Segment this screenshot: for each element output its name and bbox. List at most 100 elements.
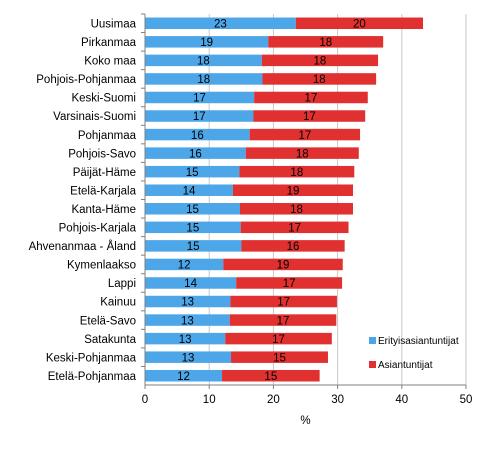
bar-erityisasiantuntijat (145, 17, 296, 30)
data-label: 17 (305, 93, 318, 105)
data-label: 20 (353, 18, 366, 30)
legend-swatch (369, 337, 376, 344)
data-label: 15 (264, 371, 277, 383)
data-label: 18 (290, 204, 303, 216)
bar-asiantuntijat (240, 221, 349, 234)
data-label: 17 (193, 93, 206, 105)
data-label: 17 (298, 130, 311, 142)
bar-asiantuntijat (231, 351, 328, 363)
category-label: Satakunta (84, 334, 136, 346)
bar-asiantuntijat (245, 147, 359, 159)
bar-asiantuntijat (229, 314, 337, 326)
x-tick-label: 50 (460, 394, 473, 406)
category-label: Uusimaa (91, 18, 137, 30)
bar-asiantuntijat (249, 128, 361, 141)
bar-asiantuntijat (225, 332, 332, 345)
category-label: Etelä-Savo (80, 315, 136, 327)
bar-erityisasiantuntijat (145, 128, 250, 141)
data-label: 18 (319, 37, 332, 49)
bar-erityisasiantuntijat (145, 147, 246, 159)
data-label: 18 (296, 148, 309, 160)
category-label: Pirkanmaa (81, 37, 137, 49)
data-label: 17 (272, 334, 285, 346)
bar-asiantuntijat (254, 91, 368, 104)
category-label: Ahvenanmaa - Åland (29, 240, 136, 253)
data-label: 19 (277, 260, 290, 272)
data-label: 16 (287, 241, 300, 253)
category-label: Etelä-Pohjanmaa (48, 371, 137, 383)
bar-asiantuntijat (230, 295, 337, 308)
category-label: Kanta-Häme (71, 204, 136, 216)
category-label: Koko maa (84, 56, 136, 68)
category-label: Etelä-Karjala (70, 185, 136, 197)
data-label: 18 (314, 56, 327, 68)
legend-swatch (369, 361, 376, 368)
category-label: Päijät-Häme (73, 167, 136, 179)
category-label: Pohjois-Karjala (59, 223, 137, 235)
data-label: 17 (193, 111, 206, 123)
legend-label: Erityisasiantuntijat (378, 336, 459, 347)
bar-asiantuntijat (261, 54, 379, 67)
bar-erityisasiantuntijat (145, 36, 269, 48)
data-label: 16 (189, 148, 202, 160)
bar-erityisasiantuntijat (145, 258, 224, 271)
data-label: 18 (290, 167, 303, 179)
value-labels: 23 20 19 18 18 18 18 18 17 17 17 17 16 17 16 18 15 18 14 19… (177, 18, 366, 382)
bar-asiantuntijat (295, 17, 423, 30)
x-tick-label: 20 (267, 394, 280, 406)
category-label: Kymenlaakso (67, 260, 136, 272)
data-label: 19 (200, 37, 213, 49)
data-label: 18 (313, 74, 326, 86)
legend: Erityisasiantuntijat Asiantuntijat (369, 336, 459, 371)
data-label: 18 (197, 56, 210, 68)
data-label: 17 (277, 315, 290, 327)
data-label: 23 (214, 18, 227, 30)
data-label: 14 (184, 278, 197, 290)
bar-erityisasiantuntijat (145, 332, 226, 345)
x-tick-label: 30 (331, 394, 344, 406)
data-label: 17 (283, 278, 296, 290)
x-tick-label: 10 (203, 394, 216, 406)
bar-erityisasiantuntijat (145, 203, 241, 215)
bar-erityisasiantuntijat (145, 369, 223, 382)
data-label: 15 (186, 223, 199, 235)
bar-asiantuntijat (240, 203, 354, 215)
bar-erityisasiantuntijat (145, 221, 241, 234)
bar-erityisasiantuntijat (145, 110, 254, 122)
bar-asiantuntijat (232, 184, 354, 196)
bars (145, 17, 423, 382)
axes (141, 13, 467, 389)
tick-labels: 0 10 20 30 40 50 (142, 394, 473, 406)
data-label: 13 (182, 352, 195, 364)
category-label: Pohjois-Pohjanmaa (36, 74, 136, 86)
data-label: 16 (191, 130, 204, 142)
bar-erityisasiantuntijat (145, 314, 230, 326)
bar-erityisasiantuntijat (145, 54, 262, 67)
data-label: 17 (303, 111, 316, 123)
bar-asiantuntijat (222, 369, 320, 382)
bar-erityisasiantuntijat (145, 295, 231, 308)
data-label: 15 (186, 204, 199, 216)
bar-asiantuntijat (262, 73, 377, 85)
bar-asiantuntijat (268, 36, 384, 48)
bar-asiantuntijat (241, 240, 345, 252)
bar-erityisasiantuntijat (145, 73, 263, 85)
category-label: Keski-Suomi (71, 93, 136, 105)
data-label: 14 (183, 185, 196, 197)
category-labels: Uusimaa Pirkanmaa Koko maa Pohjois-Pohjanma… (29, 18, 137, 382)
x-tick-label: 0 (142, 394, 148, 406)
bar-erityisasiantuntijat (145, 277, 237, 289)
category-label: Lappi (108, 278, 136, 290)
bar-erityisasiantuntijat (145, 240, 242, 252)
x-tick-label: 40 (395, 394, 408, 406)
bar-asiantuntijat (236, 277, 343, 289)
category-label: Pohjois-Savo (68, 148, 136, 160)
bar-asiantuntijat (253, 110, 366, 122)
category-label: Keski-Pohjanmaa (46, 352, 137, 364)
gridlines (208, 14, 467, 385)
data-label: 13 (179, 334, 192, 346)
data-label: 15 (273, 352, 286, 364)
bar-erityisasiantuntijat (145, 351, 232, 363)
data-label: 17 (288, 223, 301, 235)
